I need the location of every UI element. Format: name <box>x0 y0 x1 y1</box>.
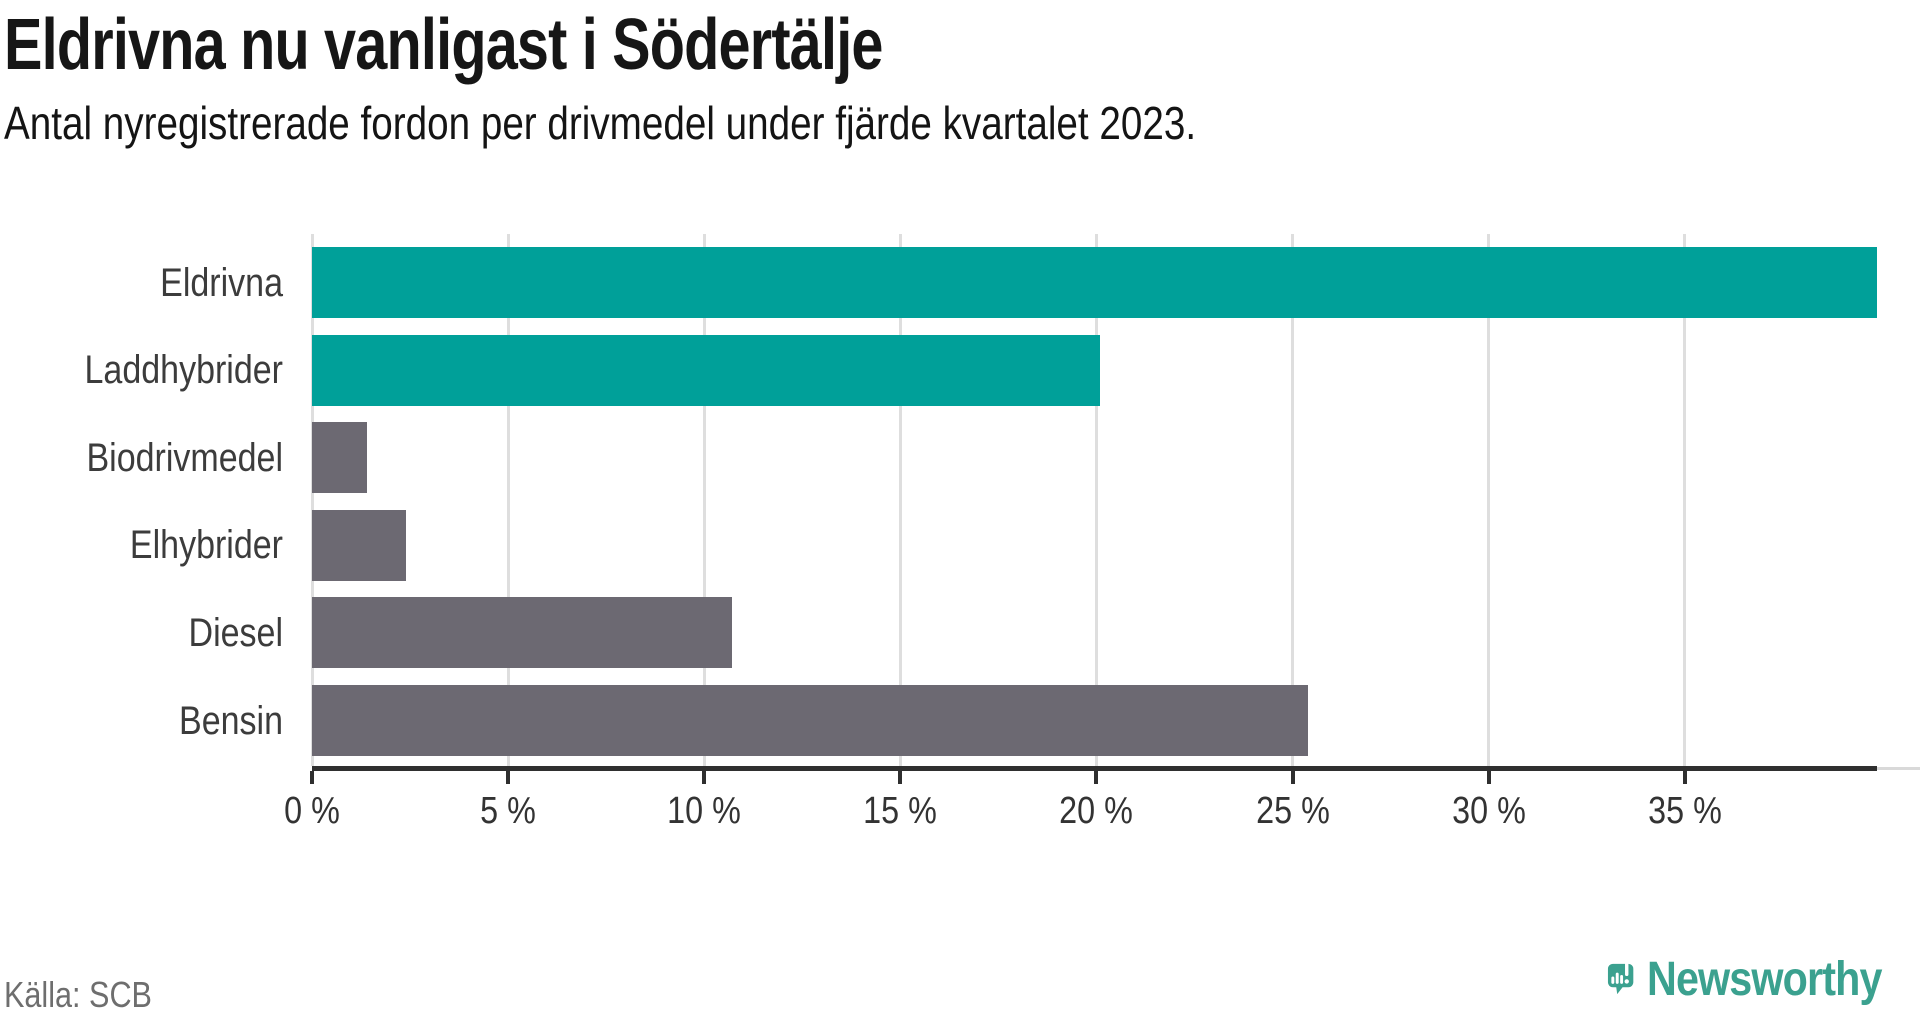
gridline-35 <box>1683 234 1687 766</box>
gridline-5 <box>506 234 510 766</box>
newsworthy-logo-icon <box>1607 961 1634 995</box>
axis-tick-label-10: 10 % <box>667 790 742 832</box>
x-axis-extension <box>1877 767 1920 770</box>
axis-tick-15 <box>898 771 903 784</box>
row-label-eldrivna: Eldrivna <box>160 260 283 305</box>
axis-tick-label-20: 20 % <box>1059 790 1134 832</box>
chart-title: Eldrivna nu vanligast i Södertälje <box>4 5 883 85</box>
axis-tick-30 <box>1486 771 1491 784</box>
gridline-30 <box>1487 234 1491 766</box>
row-label-diesel: Diesel <box>188 610 283 655</box>
axis-tick-25 <box>1290 771 1295 784</box>
brand-name: Newsworthy <box>1647 953 1882 1006</box>
axis-tick-label-30: 30 % <box>1451 790 1526 832</box>
source-note: Källa: SCB <box>4 974 152 1010</box>
row-label-bensin: Bensin <box>179 698 283 743</box>
axis-tick-label-15: 15 % <box>863 790 938 832</box>
row-label-elhybrider: Elhybrider <box>129 523 283 568</box>
axis-tick-label-5: 5 % <box>480 790 536 832</box>
bar-laddhybrider <box>312 334 1101 406</box>
axis-tick-label-35: 35 % <box>1647 790 1722 832</box>
chart-subtitle: Antal nyregistrerade fordon per drivmede… <box>4 97 1197 149</box>
brand-logo: Newsworthy <box>1606 944 1920 1010</box>
bar-bensin <box>312 685 1309 756</box>
axis-tick-0 <box>310 771 314 784</box>
gridline-15 <box>898 234 902 766</box>
axis-tick-20 <box>1094 771 1099 784</box>
gridline-25 <box>1291 234 1295 766</box>
row-label-laddhybrider: Laddhybrider <box>84 348 284 393</box>
axis-tick-label-25: 25 % <box>1255 790 1330 832</box>
axis-tick-35 <box>1682 771 1687 784</box>
bar-diesel <box>312 597 732 669</box>
gridline-20 <box>1094 234 1098 766</box>
gridline-0 <box>310 234 314 766</box>
axis-tick-label-0: 0 % <box>284 790 340 832</box>
bar-eldrivna <box>312 247 1877 318</box>
x-axis-line <box>312 766 1877 771</box>
gridline-10 <box>702 234 706 766</box>
axis-tick-10 <box>702 771 707 784</box>
bar-elhybrider <box>312 509 407 581</box>
axis-tick-5 <box>506 771 511 784</box>
bar-biodrivmedel <box>312 422 367 494</box>
row-label-biodrivmedel: Biodrivmedel <box>86 435 283 480</box>
